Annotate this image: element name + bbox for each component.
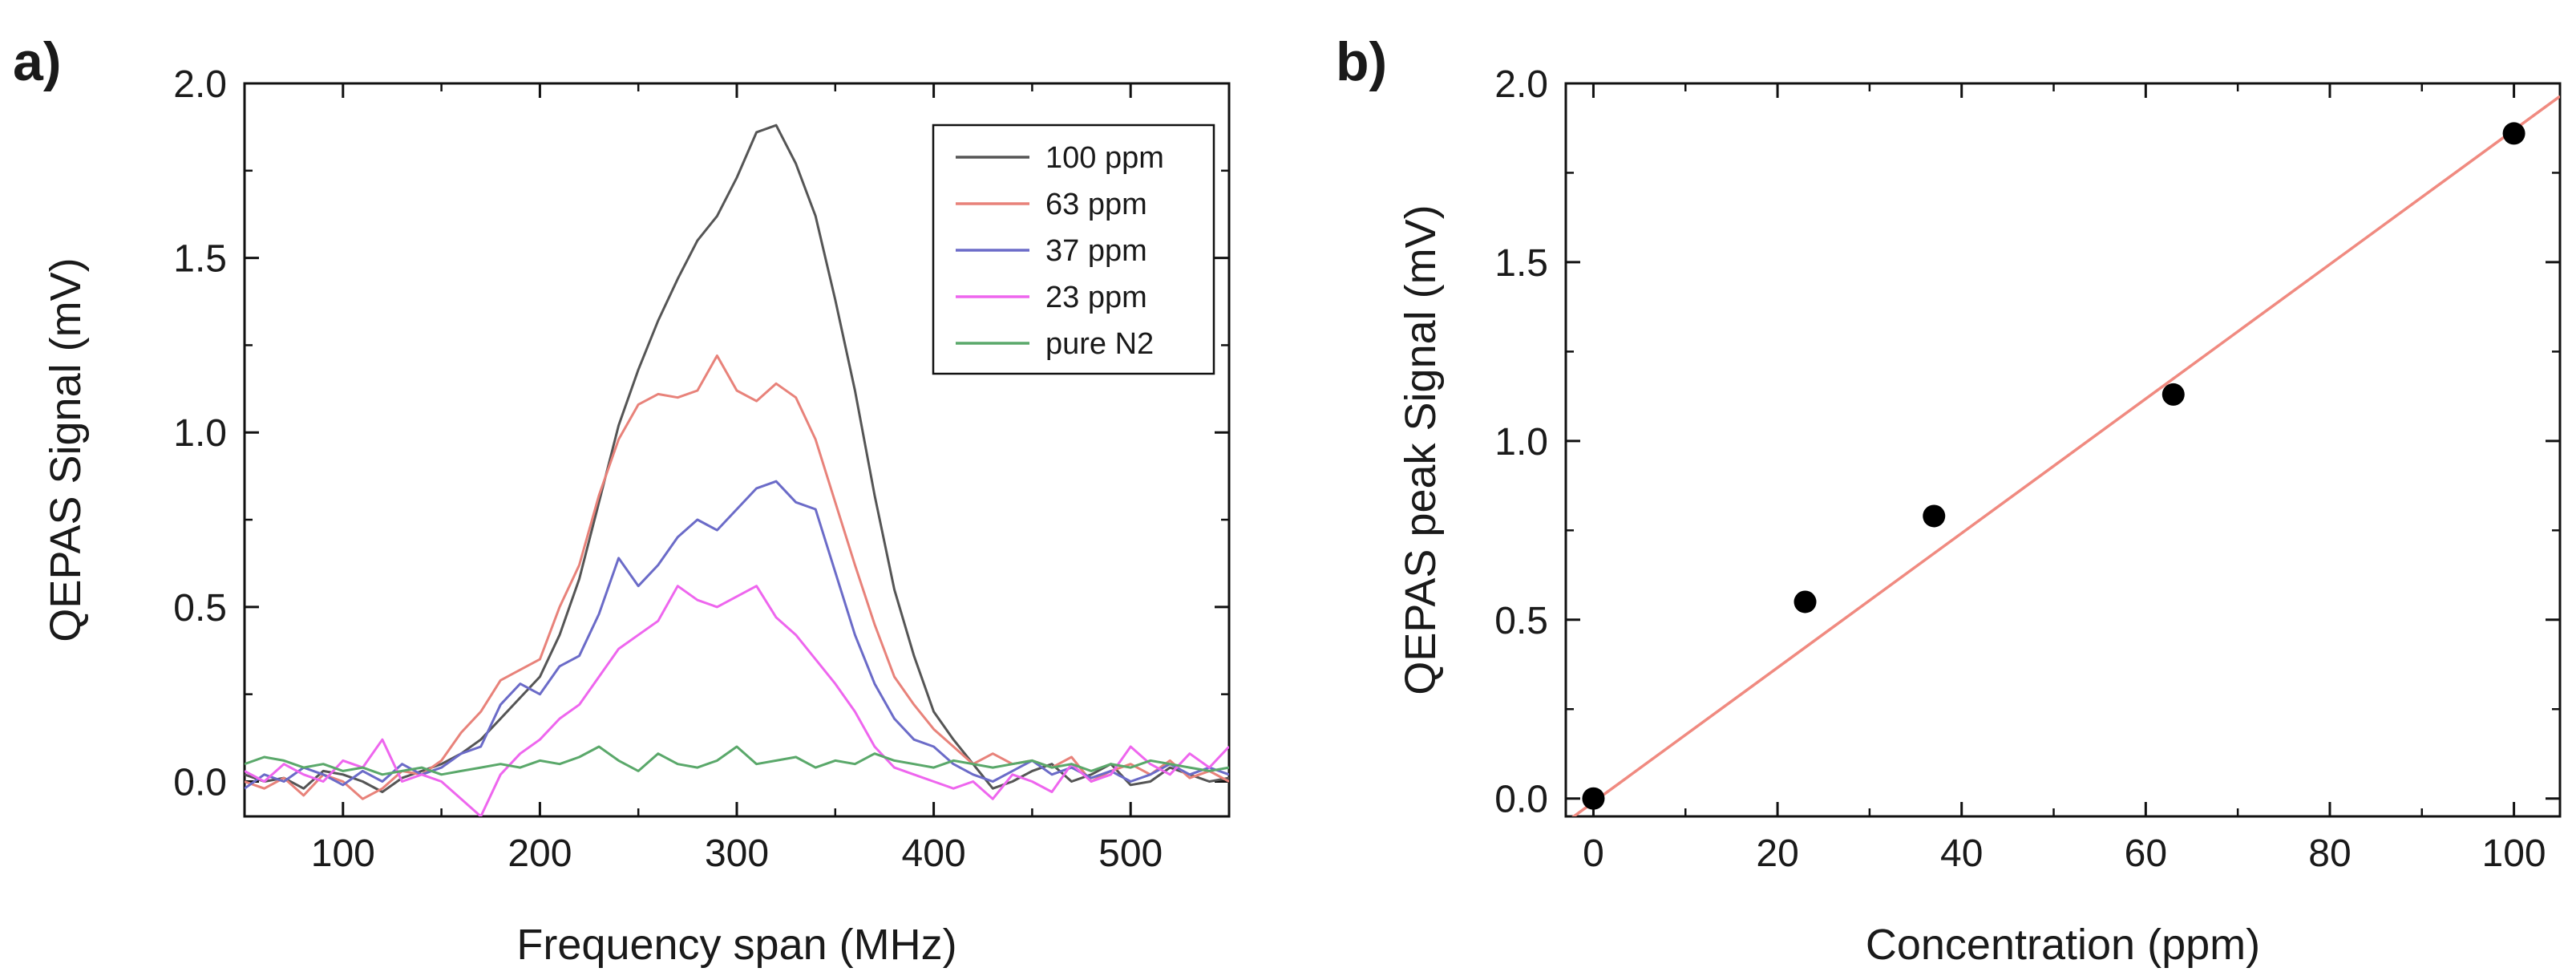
panel-a-x-tick-label: 400 — [902, 832, 966, 875]
panel-b-y-tick-label: 1.0 — [1494, 421, 1548, 464]
panel-b-y-tick-label: 1.5 — [1494, 242, 1548, 285]
data-point — [1793, 590, 1817, 614]
panel-b-x-tick-label: 100 — [2482, 832, 2546, 875]
panel-a-y-tick-label: 0.5 — [173, 587, 227, 630]
panel-a-x-tick-label: 500 — [1098, 832, 1163, 875]
panel-a-x-tick-label: 300 — [705, 832, 769, 875]
legend-entry-label: 23 ppm — [1045, 281, 1147, 314]
panel-a-plot-area: 100 200 300 400 500 0.0 0.5 1.0 1.5 2.0 — [173, 63, 1231, 875]
panel-b-calibration-chart: b) 0 20 40 60 80 100 0.0 0.5 1.0 1.5 2.0 Concentra… — [1336, 31, 2562, 969]
data-point — [2161, 383, 2185, 406]
panel-b-x-tick-label: 0 — [1583, 832, 1604, 875]
legend-entry-label: 37 ppm — [1045, 234, 1147, 268]
data-point — [1582, 787, 1605, 810]
panel-b-x-tick-label: 20 — [1756, 832, 1798, 875]
panel-a-y-axis-label: QEPAS Signal (mV) — [42, 257, 90, 642]
panel-a-spectra-chart: a) 100 200 300 400 500 0.0 0.5 1.0 1.5 2.0 Freque… — [13, 31, 1231, 969]
panel-a-label: a) — [13, 31, 61, 92]
panel-b-plot-area: 0 20 40 60 80 100 0.0 0.5 1.0 1.5 2.0 — [1494, 63, 2562, 875]
panel-b-x-axis-label: Concentration (ppm) — [1866, 921, 2260, 969]
panel-b-x-tick-label: 40 — [1940, 832, 1983, 875]
legend-entry-label: 63 ppm — [1045, 188, 1147, 221]
panel-b-x-tick-label: 80 — [2308, 832, 2351, 875]
data-point — [1923, 504, 1946, 528]
panel-b-x-tick-label: 60 — [2125, 832, 2167, 875]
panel-b-y-axis-label: QEPAS peak Signal (mV) — [1397, 205, 1445, 695]
panel-b-label: b) — [1336, 31, 1387, 92]
panel-a-x-axis-label: Frequency span (MHz) — [516, 921, 956, 969]
panel-a-series-group — [245, 124, 1229, 816]
panel-a-y-tick-label: 1.0 — [173, 412, 227, 455]
panel-b-y-tick-label: 0.0 — [1494, 779, 1548, 821]
series-line-63-ppm — [245, 354, 1229, 800]
panel-b-fit-group — [1571, 95, 2560, 816]
data-point — [2502, 122, 2525, 145]
panel-b-points — [1582, 122, 2525, 810]
panel-b-y-tick-label: 2.0 — [1494, 63, 1548, 106]
series-line-37-ppm — [245, 480, 1229, 790]
series-line-pure-n2 — [245, 745, 1229, 776]
panel-a-legend: 100 ppm 63 ppm 37 ppm 23 ppm pure N2 — [932, 124, 1215, 375]
panel-b-frame — [1564, 82, 2562, 818]
panel-a-x-tick-label: 100 — [311, 832, 375, 875]
series-line-23-ppm — [245, 585, 1229, 816]
panel-a-y-tick-label: 0.0 — [173, 761, 227, 804]
panel-b-y-tick-label: 0.5 — [1494, 600, 1548, 642]
panel-a-x-tick-label: 200 — [508, 832, 572, 875]
legend-entry-label: 100 ppm — [1045, 141, 1164, 175]
panel-a-y-tick-label: 2.0 — [173, 63, 227, 106]
legend-entry-label: pure N2 — [1045, 327, 1154, 361]
panel-a-y-tick-label: 1.5 — [173, 238, 227, 281]
series-line-100-ppm — [245, 124, 1229, 793]
linear-fit-line — [1571, 95, 2560, 816]
